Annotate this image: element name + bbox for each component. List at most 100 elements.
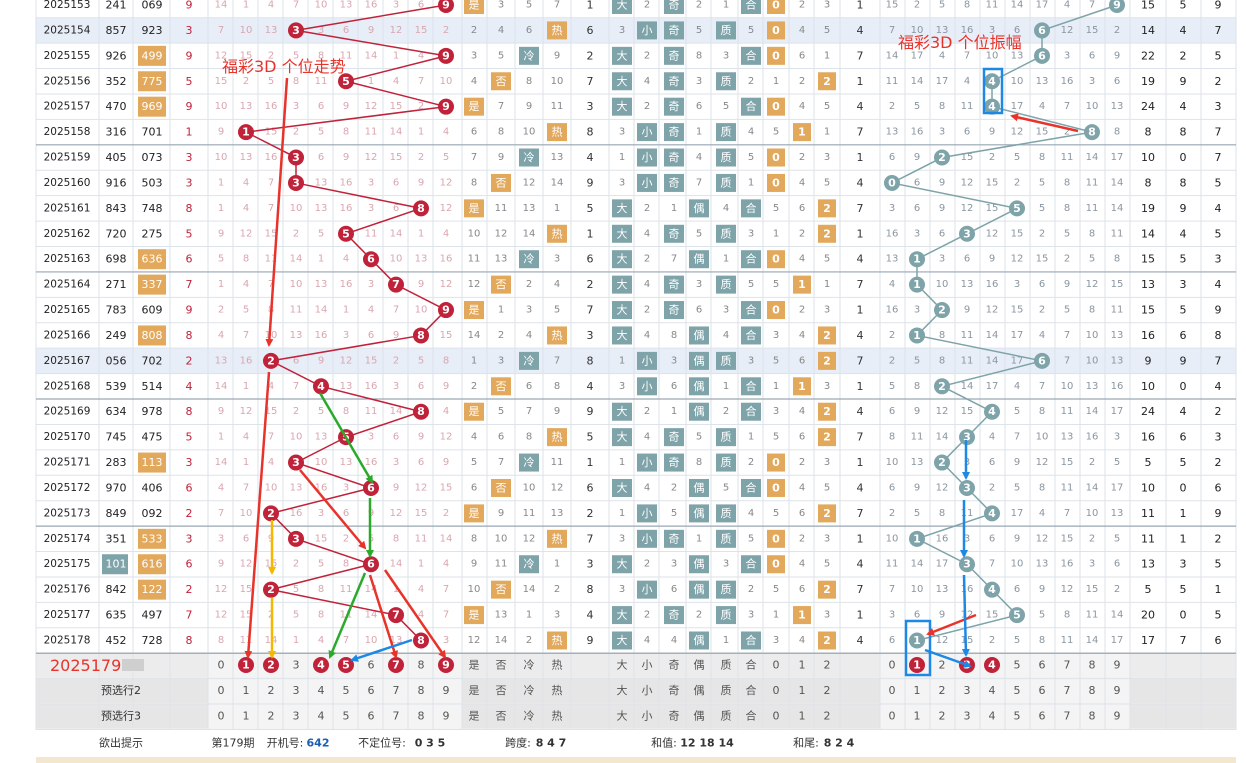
size-badge [637, 504, 657, 523]
amp-omission: 13 [886, 254, 899, 265]
shape-omission: 4 [526, 330, 532, 341]
parity-label: 奇 [669, 126, 680, 139]
unit-digit: 3 [186, 532, 193, 545]
shape-label: 热 [552, 634, 563, 647]
omission-number: 12 [240, 228, 253, 239]
omission-number: 1 [393, 50, 399, 61]
parity-omission: 6 [671, 584, 677, 595]
selected-unit-label: 2 [267, 659, 275, 672]
prime-omission: 3 [723, 305, 729, 316]
amp-ball [909, 327, 925, 344]
size-omission: 2 [644, 101, 650, 112]
size-omission: 4 [644, 76, 650, 87]
footer-prime: 质 [721, 684, 732, 697]
amp-omission: 2 [1039, 228, 1045, 239]
span-value: 6 [1215, 481, 1222, 494]
omission-number: 9 [218, 406, 224, 417]
footer-parity: 奇 [669, 710, 680, 723]
amp-omission: 9 [1039, 584, 1045, 595]
omission-number: 12 [440, 279, 453, 290]
prime-omission: 3 [748, 610, 754, 621]
span-value: 1 [1215, 583, 1222, 596]
omission-number: 15 [390, 101, 403, 112]
route-badge [767, 453, 785, 472]
omission-number: 9 [218, 228, 224, 239]
omission-number: 15 [415, 25, 428, 36]
amp-omission: 5 [1089, 254, 1095, 265]
prime-badge [741, 97, 761, 116]
size-badge [612, 326, 632, 345]
parity-omission: 2 [696, 0, 702, 11]
footer-amp-digit: 5 [1014, 710, 1021, 723]
size-badge [637, 453, 657, 472]
parity-badge [664, 97, 684, 116]
amp-omission: 17 [1011, 101, 1024, 112]
route-omission: 4 [799, 177, 805, 188]
shape-omission: 10 [551, 76, 564, 87]
omission-number: 7 [268, 432, 274, 443]
size-badge [612, 478, 632, 497]
period-value: 8 [587, 126, 594, 139]
trial-number: 698 [106, 253, 127, 266]
unit-ball [338, 225, 354, 242]
tail-value: 0 [1180, 609, 1187, 622]
amp-omission: 5 [1014, 152, 1020, 163]
omission-number: 14 [440, 533, 453, 544]
route-omission: 1 [824, 279, 830, 290]
shape-badge [491, 377, 511, 396]
issue-number: 2025168 [44, 380, 91, 392]
footer-route: 1 [799, 684, 806, 697]
footer-size: 大 [617, 658, 628, 672]
parity-omission: 5 [671, 508, 677, 519]
draw-badge [138, 71, 166, 92]
route-badge [818, 580, 836, 599]
amp-omission: 5 [1114, 457, 1120, 468]
sum-value: 15 [1141, 304, 1155, 317]
shape-omission: 3 [498, 355, 504, 366]
amp-omission: 12 [1086, 279, 1099, 290]
route-omission: 4 [799, 25, 805, 36]
tail-value: 4 [1180, 100, 1187, 113]
omission-number: 12 [215, 584, 228, 595]
route-omission: 2 [799, 0, 805, 11]
amp-omission: 8 [1064, 203, 1070, 214]
amp-omission: 9 [989, 127, 995, 138]
omission-number: 16 [340, 279, 353, 290]
route-omission: 5 [773, 584, 779, 595]
prime-label: 质 [721, 456, 732, 469]
route-label: 2 [823, 354, 831, 367]
amp-omission: 3 [1089, 559, 1095, 570]
unit-ball [288, 530, 304, 547]
diff-value: 4 [857, 24, 864, 37]
shape-omission: 13 [551, 152, 564, 163]
unit-ball [438, 302, 454, 319]
amp-omission: 14 [936, 432, 949, 443]
size-omission: 2 [644, 254, 650, 265]
shape-omission: 6 [526, 381, 532, 392]
footer-digit: 4 [318, 710, 325, 723]
size-badge [612, 97, 632, 116]
parity-label: 偶 [694, 583, 705, 596]
issue-number: 2025165 [44, 304, 91, 316]
omission-number: 4 [418, 50, 424, 61]
amp-ball [909, 251, 925, 268]
omission-number: 11 [315, 76, 328, 87]
prime-omission: 1 [748, 177, 754, 188]
parity-omission: 5 [696, 25, 702, 36]
omission-number: 5 [293, 584, 299, 595]
tail-value: 3 [1180, 558, 1187, 571]
amp-omission: 5 [914, 101, 920, 112]
size-label: 小 [642, 507, 653, 520]
trend-label: 福彩3D 个位走势 [222, 57, 346, 76]
size-badge [612, 250, 632, 269]
route-omission: 6 [799, 203, 805, 214]
parity-badge [664, 21, 684, 40]
size-label: 大 [617, 74, 628, 88]
footer-amp-digit: 3 [964, 710, 971, 723]
unit-digit: 2 [186, 354, 193, 367]
next-issue-label: 2025179 [50, 656, 121, 675]
omission-number: 4 [443, 559, 449, 570]
amp-omission: 2 [989, 152, 995, 163]
route-label: 0 [772, 49, 780, 62]
period-value: 3 [587, 558, 594, 571]
